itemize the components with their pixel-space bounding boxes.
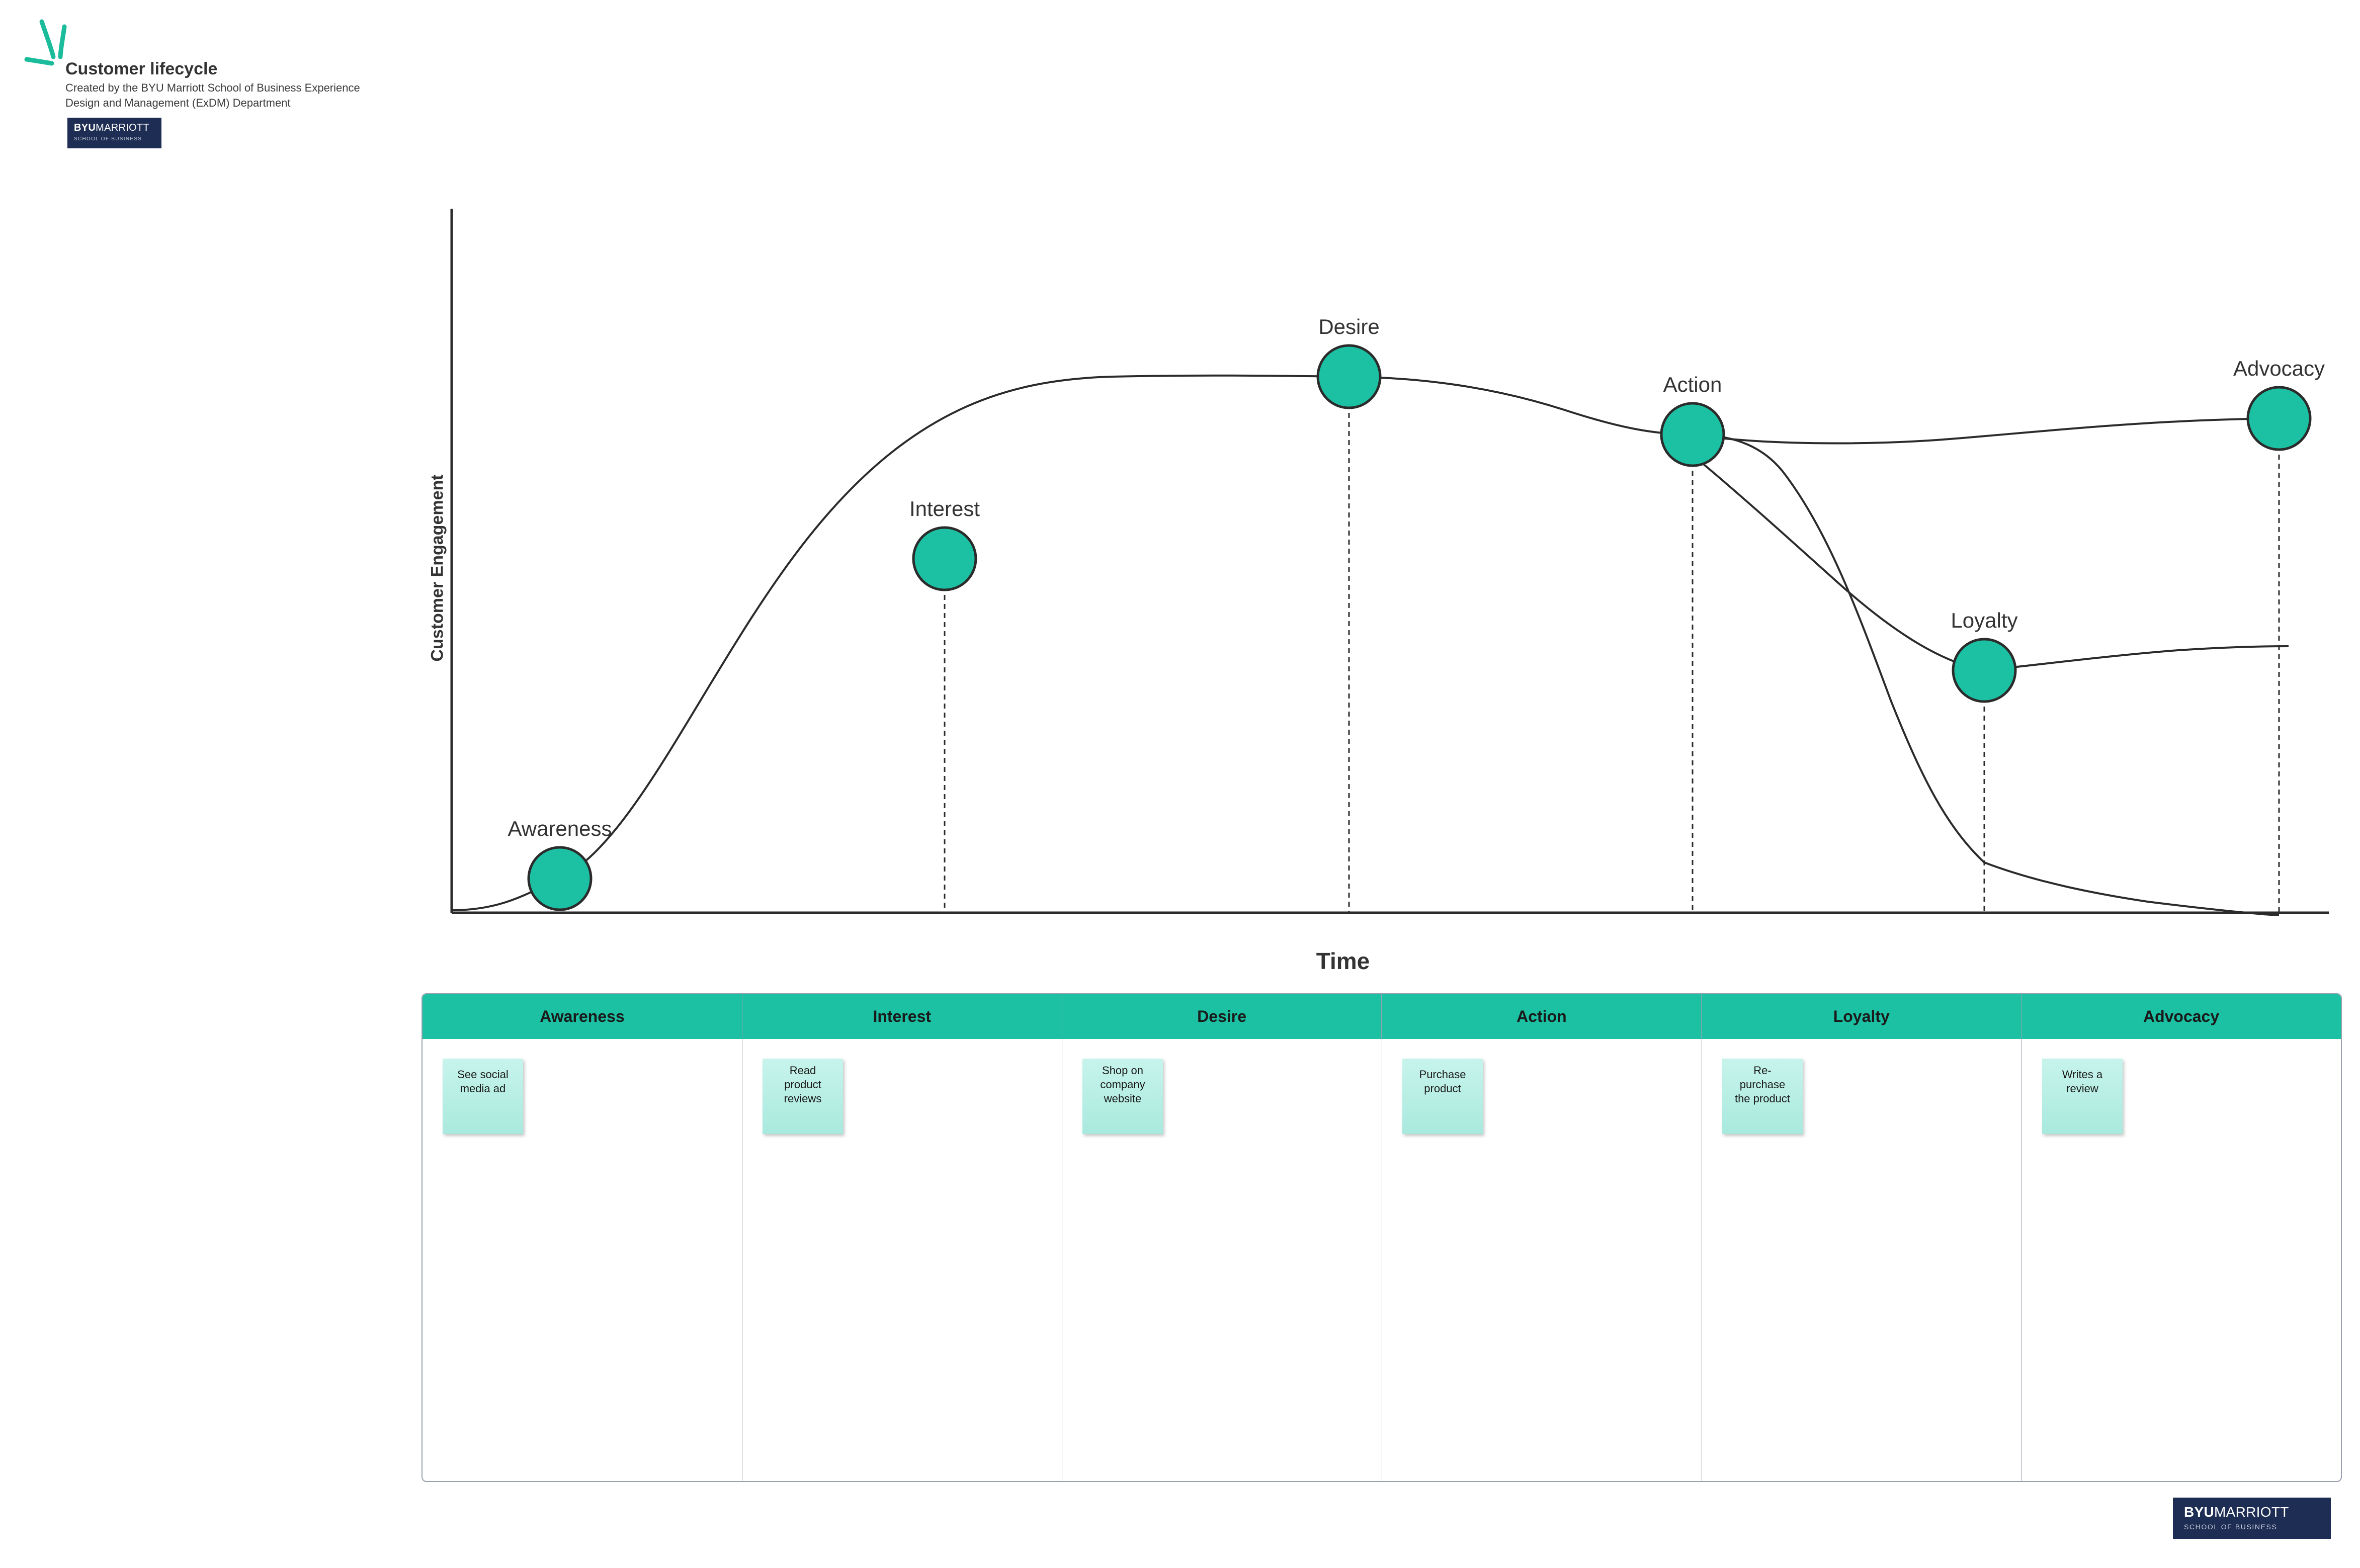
svg-text:Advocacy: Advocacy: [2233, 357, 2325, 380]
svg-text:Interest: Interest: [909, 497, 980, 520]
svg-text:Time: Time: [1316, 948, 1370, 974]
svg-text:Loyalty: Loyalty: [1951, 608, 2017, 632]
svg-text:Desire: Desire: [1318, 315, 1379, 338]
svg-text:Awareness: Awareness: [508, 817, 612, 840]
svg-text:Action: Action: [1663, 373, 1722, 396]
